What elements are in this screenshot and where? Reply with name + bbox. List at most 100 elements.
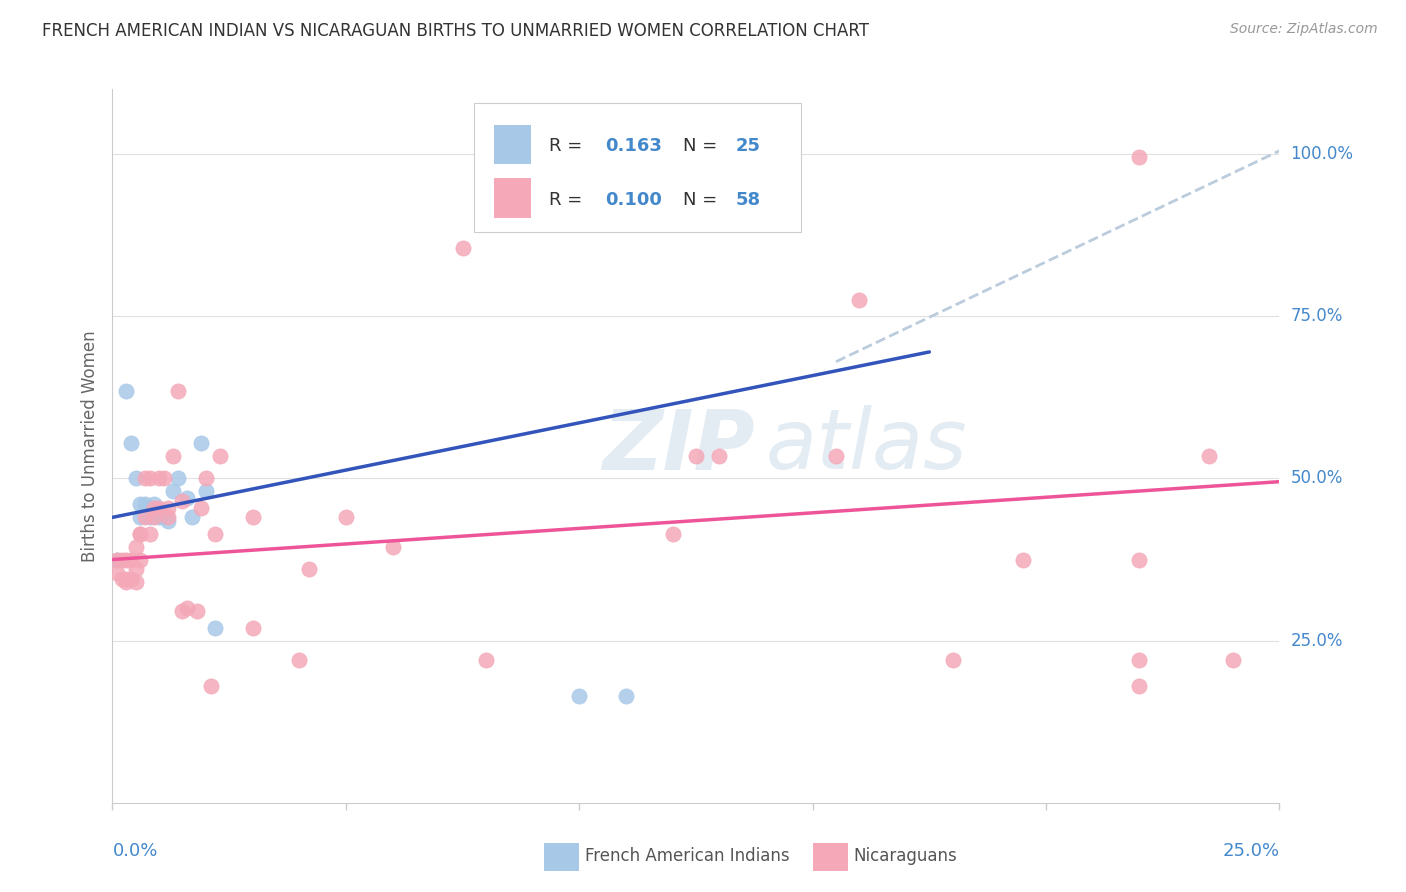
Text: FRENCH AMERICAN INDIAN VS NICARAGUAN BIRTHS TO UNMARRIED WOMEN CORRELATION CHART: FRENCH AMERICAN INDIAN VS NICARAGUAN BIR… [42, 22, 869, 40]
Point [755, 140, 778, 154]
Point [176, 491, 198, 505]
Point [848, 293, 870, 307]
Point [297, 562, 319, 576]
Point [180, 510, 202, 524]
FancyBboxPatch shape [494, 178, 531, 218]
Text: R =: R = [548, 137, 588, 155]
Text: 75.0%: 75.0% [1291, 307, 1343, 326]
Point [134, 497, 156, 511]
Text: 0.163: 0.163 [605, 137, 662, 155]
Point [115, 575, 138, 590]
Point [1222, 653, 1244, 667]
Point [111, 552, 134, 566]
Point [709, 140, 731, 154]
Point [204, 621, 226, 635]
Point [120, 435, 142, 450]
Text: 58: 58 [735, 191, 761, 209]
Point [105, 552, 128, 566]
Point [143, 500, 166, 515]
Text: 25.0%: 25.0% [1222, 842, 1279, 860]
Point [381, 540, 404, 554]
Text: French American Indians: French American Indians [585, 847, 790, 865]
Point [1011, 552, 1033, 566]
Point [125, 540, 148, 554]
Text: atlas: atlas [766, 406, 967, 486]
Point [129, 552, 152, 566]
Point [335, 510, 357, 524]
Point [139, 471, 162, 485]
Point [105, 552, 128, 566]
Point [134, 471, 156, 485]
Point [568, 689, 591, 703]
FancyBboxPatch shape [494, 125, 531, 164]
Point [125, 471, 148, 485]
Point [129, 526, 152, 541]
Point [129, 526, 152, 541]
Point [125, 562, 148, 576]
Point [162, 449, 184, 463]
Y-axis label: Births to Unmarried Women: Births to Unmarried Women [80, 330, 98, 562]
Point [451, 241, 474, 255]
Point [194, 471, 217, 485]
Point [157, 510, 180, 524]
Point [139, 526, 162, 541]
Point [120, 552, 142, 566]
Point [148, 500, 170, 515]
Point [153, 471, 176, 485]
Point [186, 604, 208, 618]
Point [115, 552, 138, 566]
Point [709, 140, 731, 154]
Point [172, 494, 194, 508]
Text: 25.0%: 25.0% [1291, 632, 1343, 649]
Point [148, 471, 170, 485]
Text: ZIP: ZIP [603, 406, 755, 486]
Point [157, 500, 180, 515]
Point [143, 497, 166, 511]
Point [1198, 449, 1220, 463]
Point [176, 601, 198, 615]
Point [157, 514, 180, 528]
Text: 100.0%: 100.0% [1291, 145, 1354, 163]
Point [120, 572, 142, 586]
Point [115, 572, 138, 586]
Point [475, 653, 498, 667]
Point [166, 384, 188, 398]
Point [125, 575, 148, 590]
Text: N =: N = [683, 191, 723, 209]
Point [709, 449, 731, 463]
Point [134, 510, 156, 524]
Point [200, 679, 222, 693]
Point [1128, 679, 1150, 693]
Point [148, 510, 170, 524]
Point [143, 510, 166, 524]
Point [105, 566, 128, 580]
Point [194, 484, 217, 499]
Point [614, 689, 637, 703]
Point [288, 653, 311, 667]
Point [204, 526, 226, 541]
Text: 25: 25 [735, 137, 761, 155]
Text: R =: R = [548, 191, 588, 209]
Point [129, 497, 152, 511]
Point [1128, 653, 1150, 667]
Text: Nicaraguans: Nicaraguans [853, 847, 957, 865]
FancyBboxPatch shape [544, 844, 579, 871]
Point [614, 140, 637, 154]
Point [129, 510, 152, 524]
Point [153, 510, 176, 524]
Point [1128, 150, 1150, 164]
FancyBboxPatch shape [813, 844, 848, 871]
Point [115, 384, 138, 398]
Point [1128, 552, 1150, 566]
Point [190, 435, 212, 450]
Text: Source: ZipAtlas.com: Source: ZipAtlas.com [1230, 22, 1378, 37]
Point [825, 449, 848, 463]
Point [166, 471, 188, 485]
Point [172, 604, 194, 618]
Text: N =: N = [683, 137, 723, 155]
FancyBboxPatch shape [474, 103, 801, 232]
Point [208, 449, 231, 463]
Text: 0.100: 0.100 [605, 191, 662, 209]
Point [661, 526, 683, 541]
Point [139, 510, 162, 524]
